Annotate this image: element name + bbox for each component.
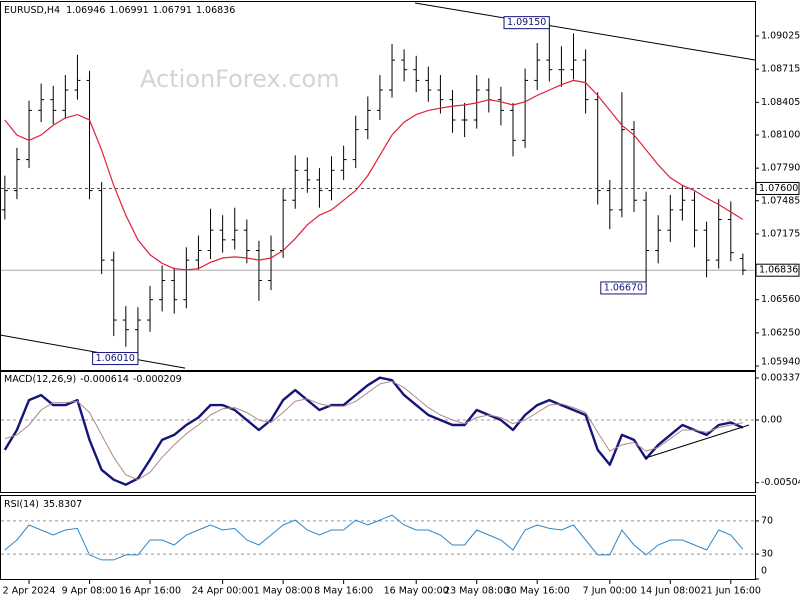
moving-average [4, 79, 744, 271]
header-value: 35.8307 [43, 499, 82, 510]
x-tick-label: 14 Jun 08:00 [640, 586, 700, 597]
x-tick-label: 8 May 16:00 [314, 586, 373, 597]
y-tick-label: -0.00504 [761, 477, 800, 488]
last-price-box [755, 263, 800, 277]
x-tick-label: 24 Apr 00:00 [192, 586, 254, 597]
y-tick-label: 1.07175 [761, 228, 800, 239]
header: EURUSD,H4 1.06946 1.06991 1.06791 1.06836 [4, 5, 235, 16]
y-tick-label: 1.09025 [761, 31, 800, 42]
x-tick-label: 16 Apr 16:00 [119, 586, 181, 597]
signal-line [4, 380, 743, 481]
rsi-panel [0, 495, 756, 580]
macd-panel [0, 371, 756, 493]
header-value: 1.06836 [196, 5, 235, 16]
y-tick-label: 70 [761, 515, 773, 526]
x-tick-label: 9 Apr 08:00 [62, 586, 118, 597]
y-tick-label: 1.08405 [761, 97, 800, 108]
x-tick-label: 16 May 00:00 [384, 586, 449, 597]
y-tick-label: 1.07790 [761, 163, 800, 174]
level-label: 1.07600 [759, 183, 798, 194]
watermark: ActionForex.com [140, 65, 340, 93]
y-tick-label: 1.08100 [761, 129, 800, 140]
trendline [645, 424, 750, 459]
annotation-label: 1.06010 [96, 353, 135, 364]
y-tick-label: 1.05940 [761, 357, 800, 368]
x-tick-label: 30 May 16:00 [505, 586, 570, 597]
trendline [414, 2, 756, 61]
y-tick-label: 0.003375 [761, 373, 800, 384]
y-tick-label: 1.07485 [761, 195, 800, 206]
x-tick-label: 2 Apr 2024 [3, 586, 56, 597]
x-tick-label: 23 May 08:00 [444, 586, 509, 597]
x-tick-label: 21 Jun 16:00 [701, 586, 761, 597]
header-value: EURUSD,H4 [4, 5, 60, 16]
header: RSI(14) 35.8307 [4, 499, 82, 510]
annotation: 1.06670 [600, 281, 647, 295]
y-tick-label: 0 [761, 566, 767, 577]
annotation-box [600, 281, 647, 295]
last-price-label: 1.06836 [759, 265, 798, 276]
header-value: 1.06791 [153, 5, 192, 16]
header-title: RSI(14) [4, 499, 39, 510]
header-value: -0.000614 [80, 374, 129, 385]
macd-line [3, 376, 744, 486]
level-box [755, 181, 800, 195]
annotation-label: 1.06670 [604, 282, 643, 293]
rsi-line [4, 514, 744, 561]
annotation-label: 1.09150 [507, 17, 546, 28]
annotation: 1.09150 [503, 16, 550, 30]
y-tick-label: 1.08715 [761, 64, 800, 75]
header-value: 1.06946 [66, 5, 105, 16]
header-value: -0.000209 [133, 374, 182, 385]
annotation-box [92, 352, 139, 366]
x-tick-label: 7 Jun 00:00 [583, 586, 637, 597]
header: MACD(12,26,9) -0.000614 -0.000209 [4, 374, 182, 385]
header-value: 1.06991 [109, 5, 148, 16]
y-tick-label: 1.06560 [761, 294, 800, 305]
x-tick-label: 1 May 08:00 [254, 586, 313, 597]
trendline [0, 334, 186, 369]
annotation-box [503, 16, 550, 30]
y-tick-label: 1.06250 [761, 327, 800, 338]
annotation: 1.06010 [92, 352, 139, 366]
y-tick-label: 0.00 [761, 414, 782, 425]
header-title: MACD(12,26,9) [4, 374, 76, 385]
y-tick-label: 30 [761, 549, 773, 560]
